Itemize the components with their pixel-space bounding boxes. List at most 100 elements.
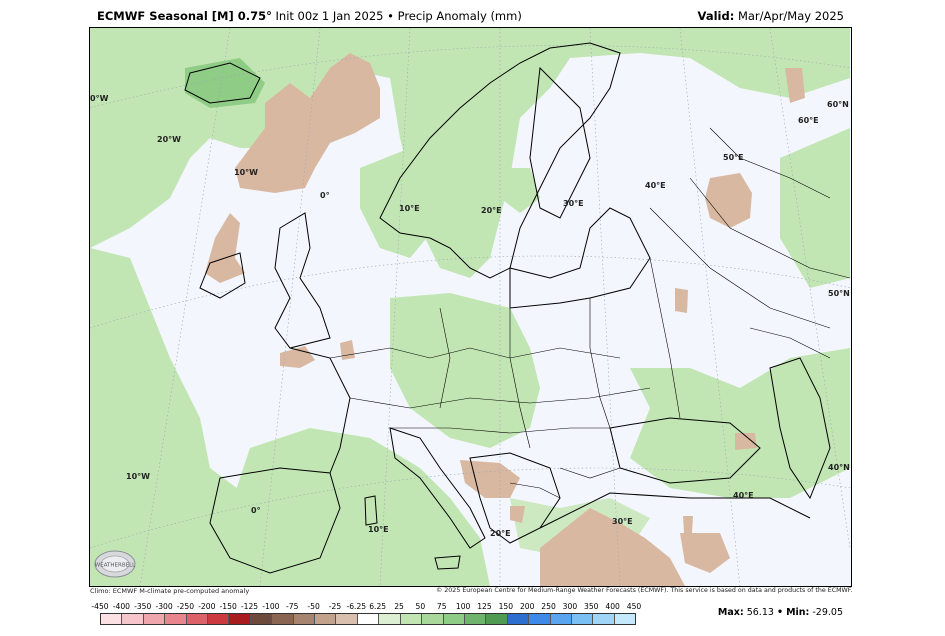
copyright-note: © 2025 European Centre for Medium-Range … — [436, 587, 853, 594]
colorbar-label: -200 — [198, 602, 216, 611]
baltic-coast — [509, 207, 651, 309]
colorbar-label: 350 — [584, 602, 599, 611]
valid-value: Mar/Apr/May 2025 — [737, 9, 844, 23]
black-sea — [609, 417, 761, 484]
grid-label: 0°W — [90, 94, 109, 103]
colorbar-swatch — [357, 614, 380, 624]
colorbar-label: 150 — [498, 602, 514, 611]
colorbar-label: 25 — [394, 602, 404, 611]
colorbar-swatch — [101, 614, 123, 624]
wet-region-north-atlantic — [90, 28, 850, 278]
colorbar-labels: -450 -400 -350 -300 -250 -200 -150 -125 -100 -75-… — [91, 602, 641, 612]
dry-region-russia-north — [785, 68, 805, 103]
colorbar-swatch — [165, 614, 187, 624]
map-panel — [89, 27, 852, 587]
colorbar-label: 300 — [562, 602, 578, 611]
weatherbell-logo: WEATHERBELL — [94, 550, 136, 578]
colorbar-swatch — [250, 614, 273, 624]
grid-label: 0° — [320, 191, 330, 200]
min-label: Min: — [786, 607, 810, 618]
valid-label: Valid: — [697, 9, 735, 23]
colorbar-swatch — [550, 614, 572, 624]
wet-region-east — [780, 128, 850, 288]
dry-region-ukraine-spot — [675, 288, 688, 313]
wet-region-west-atlantic — [90, 248, 430, 586]
colorbar-swatch — [208, 614, 230, 624]
grid-label: 20°E — [490, 529, 511, 538]
colorbar-label: 400 — [605, 602, 620, 611]
grid-label: 10°E — [399, 204, 420, 213]
dry-region-russia-central — [705, 173, 752, 228]
grid-label: 40°E — [645, 181, 666, 190]
dry-region-british-isles — [205, 213, 245, 283]
colorbar-label: -100 — [262, 602, 280, 611]
italy — [389, 427, 486, 549]
grid-label: 40°N — [828, 463, 850, 472]
colorbar-label: -300 — [155, 602, 173, 611]
colorbar-label: 75 — [436, 602, 447, 611]
great-britain — [274, 212, 331, 349]
colorbar-swatch — [529, 614, 551, 624]
wet-region-scandinavia-coast — [360, 148, 440, 258]
colorbar-swatch — [593, 614, 615, 624]
map-canvas — [90, 28, 851, 586]
dry-region-turkey — [540, 508, 685, 586]
colorbar-label: 200 — [519, 602, 535, 611]
colorbar-swatch — [293, 614, 316, 624]
model-label: ECMWF Seasonal [M] 0.75° — [97, 9, 272, 23]
colorbar-swatch — [229, 614, 251, 624]
max-value: 56.13 — [746, 607, 774, 618]
colorbar-label: -25 — [328, 602, 342, 611]
colorbar-label: -350 — [134, 602, 152, 611]
colorbar-label: -400 — [112, 602, 130, 611]
dry-region-north-atlantic — [235, 53, 380, 193]
colorbar-label: 125 — [477, 602, 492, 611]
min-value: -29.05 — [812, 607, 843, 618]
max-label: Max: — [717, 607, 744, 618]
dry-region-belgium — [340, 340, 355, 360]
grid-label: 10°W — [126, 472, 150, 481]
dry-region-greece — [510, 506, 525, 523]
grid-label: 10°E — [368, 525, 389, 534]
dry-region-balkans — [460, 460, 520, 498]
colorbar-swatch — [486, 614, 508, 624]
sep: • — [776, 607, 784, 618]
finland-coast — [529, 66, 591, 219]
colorbar-label: -125 — [240, 602, 259, 611]
colorbar-swatch — [186, 614, 209, 624]
colorbar-swatch — [443, 614, 465, 624]
colorbar-swatch — [379, 614, 401, 624]
colorbar-label: -75 — [286, 602, 299, 611]
sardinia — [364, 495, 378, 526]
colorbar-swatch — [315, 614, 337, 624]
colorbar-label: 250 — [541, 602, 556, 611]
valid-period: Valid: Mar/Apr/May 2025 — [698, 9, 844, 23]
grid-label: 50°N — [828, 289, 850, 298]
colorbar-label: 50 — [415, 602, 426, 611]
dry-anomaly-regions — [205, 53, 805, 586]
grid-label: 10°W — [234, 168, 258, 177]
grid-label: 60°N — [827, 100, 849, 109]
colorbar-label: 100 — [455, 602, 471, 611]
grid-label: 20°E — [481, 206, 502, 215]
wet-region-finland-spot — [500, 168, 540, 213]
graticule — [90, 28, 851, 586]
colorbar-swatch — [507, 614, 530, 624]
grid-label: 50°E — [723, 153, 744, 162]
grid-label: 30°E — [612, 517, 633, 526]
colorbar-swatch — [122, 614, 144, 624]
wet-anomaly-regions — [90, 28, 850, 586]
scandinavia-coast — [379, 42, 621, 279]
colorbar-swatch — [571, 614, 594, 624]
grid-label: 60°E — [798, 116, 819, 125]
colorbar-swatch — [464, 614, 487, 624]
init-subtitle: Init 00z 1 Jan 2025 • Precip Anomaly (mm… — [275, 9, 522, 23]
caspian-sea — [769, 357, 831, 500]
iceland — [184, 62, 261, 104]
dry-region-georgia — [735, 433, 757, 450]
logo-text: WEATHERBELL — [95, 563, 136, 569]
colorbar-swatch — [400, 614, 423, 624]
colorbar-swatch — [143, 614, 166, 624]
grid-label: 0° — [251, 506, 261, 515]
colorbar-swatch — [336, 614, 358, 624]
